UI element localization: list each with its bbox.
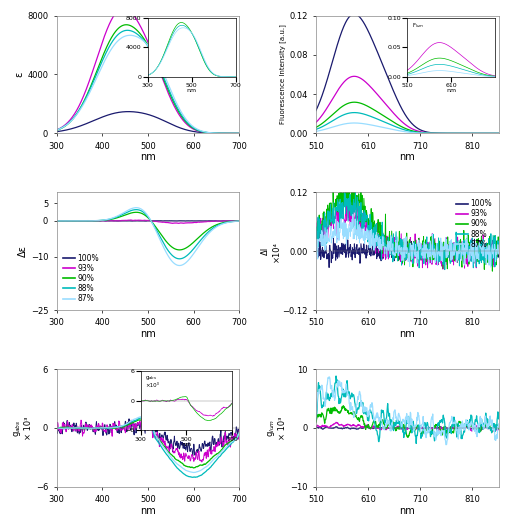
Text: C: C — [476, 19, 485, 29]
Y-axis label: g$_{lum}$
× 10³: g$_{lum}$ × 10³ — [266, 416, 287, 440]
Text: B: B — [217, 372, 226, 383]
X-axis label: nm: nm — [140, 152, 156, 162]
Y-axis label: ΔI
×10⁴: ΔI ×10⁴ — [262, 241, 281, 262]
X-axis label: nm: nm — [399, 152, 415, 162]
Y-axis label: Fluorescence Intensity [a.u.]: Fluorescence Intensity [a.u.] — [280, 24, 286, 124]
Text: A: A — [217, 19, 226, 29]
Y-axis label: ε: ε — [14, 72, 24, 77]
X-axis label: nm: nm — [140, 329, 156, 339]
X-axis label: nm: nm — [140, 506, 156, 515]
Y-axis label: Δε: Δε — [18, 245, 28, 257]
Legend: 100%, 93%, 90%, 88%, 87%: 100%, 93%, 90%, 88%, 87% — [453, 196, 495, 252]
X-axis label: nm: nm — [399, 506, 415, 515]
Legend: 100%, 93%, 90%, 88%, 87%: 100%, 93%, 90%, 88%, 87% — [60, 251, 102, 306]
X-axis label: nm: nm — [399, 329, 415, 339]
Y-axis label: g$_{abs}$
× 10³: g$_{abs}$ × 10³ — [12, 416, 33, 440]
